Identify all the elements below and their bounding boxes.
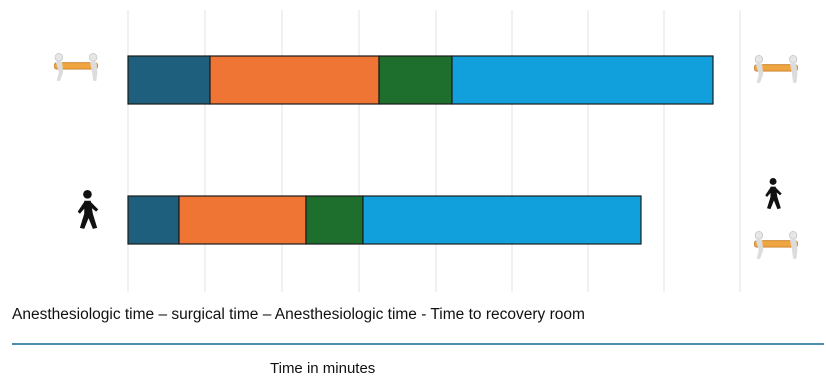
time-axis-line xyxy=(12,343,824,345)
walking-person-icon xyxy=(764,178,783,215)
bar-1-segment-2 xyxy=(209,55,380,105)
caption: Anesthesiologic time – surgical time – A… xyxy=(12,306,585,323)
bar-1-segment-4 xyxy=(451,55,714,105)
bar-1-segment-1 xyxy=(127,55,211,105)
bar-2-segment-1 xyxy=(127,195,180,245)
x-axis-label: Time in minutes xyxy=(270,360,376,377)
stretcher-carry-icon xyxy=(52,52,100,88)
bar-2-segment-3 xyxy=(305,195,364,245)
gridlines xyxy=(127,10,741,292)
timeline-chart xyxy=(127,10,741,292)
stretcher-carry-icon xyxy=(752,230,800,266)
bar-1-segment-3 xyxy=(378,55,453,105)
bar-2-segment-2 xyxy=(178,195,307,245)
walking-person-icon xyxy=(76,190,100,235)
stretcher-carry-icon xyxy=(752,54,800,90)
bar-2-segment-4 xyxy=(362,195,642,245)
bars-layer xyxy=(127,55,714,245)
